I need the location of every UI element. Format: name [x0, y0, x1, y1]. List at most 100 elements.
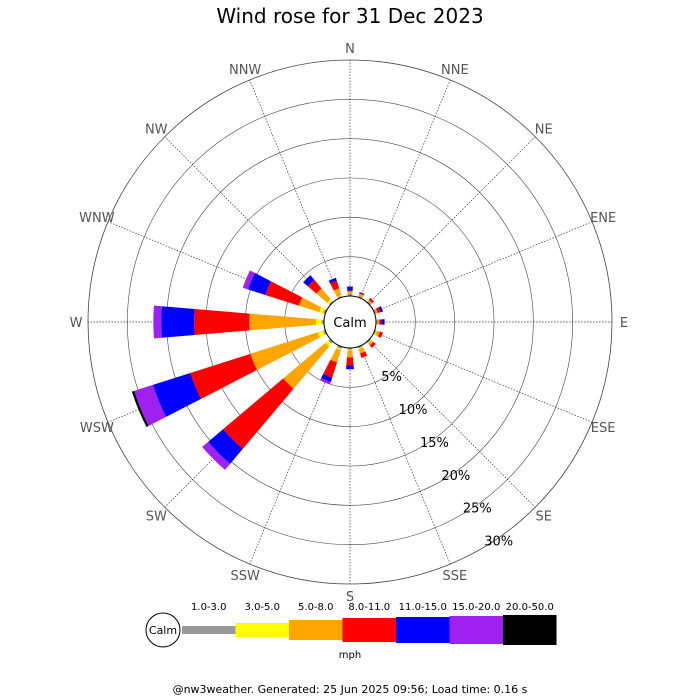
- bar-segment-nne-4: [359, 291, 365, 295]
- direction-label-s: S: [346, 590, 354, 605]
- bar-segment-wnw-5: [242, 270, 255, 290]
- ring-label-20: 20%: [441, 469, 470, 484]
- bar-segment-e-3: [379, 319, 382, 325]
- bar-segment-ssw-0: [336, 345, 343, 350]
- bar-segment-sse-3: [360, 351, 368, 359]
- bar-segment-ene-3: [375, 307, 381, 314]
- bar-sse: [357, 345, 368, 359]
- bar-wsw: [131, 329, 327, 428]
- ring-label-10: 10%: [399, 403, 428, 418]
- direction-label-sw: SW: [146, 510, 167, 525]
- bar-ene: [373, 306, 384, 315]
- bar-segment-ese-1: [374, 330, 378, 336]
- bar-segment-nnw-3: [330, 280, 340, 291]
- bar-segment-se-1: [367, 339, 372, 344]
- bar-segment-nw-2: [316, 288, 331, 303]
- bar-segment-ese-0: [373, 329, 377, 335]
- bar-segment-w-1: [316, 319, 322, 325]
- direction-label-nne: NNE: [441, 63, 469, 78]
- legend-label-6: 20.0-50.0: [506, 602, 554, 613]
- bar-n: [347, 286, 353, 297]
- bar-segment-se-2: [368, 340, 374, 346]
- bar-segment-sw-1: [325, 340, 332, 347]
- legend-label-0: 1.0-3.0: [191, 602, 226, 613]
- bar-nw: [303, 275, 334, 306]
- direction-label-se: SE: [536, 510, 552, 525]
- bar-segment-s-3: [346, 357, 354, 366]
- bar-segment-ssw-2: [330, 348, 341, 363]
- bar-segment-e-2: [377, 319, 380, 325]
- ring-label-30: 30%: [484, 535, 513, 550]
- bar-segment-se-0: [366, 338, 372, 344]
- bar-segment-w-3: [194, 308, 250, 336]
- bar-segment-wsw-3: [190, 353, 257, 399]
- bar-nnw: [328, 277, 343, 299]
- bar-s: [346, 347, 354, 370]
- bar-se: [366, 338, 376, 348]
- bar-wnw: [242, 270, 327, 315]
- bar-segment-nw-3: [307, 279, 322, 294]
- legend-swatch-3: [342, 618, 396, 642]
- bar-segment-sw-2: [283, 342, 330, 389]
- bar-segment-nw-4: [303, 275, 315, 287]
- bar-segment-s-4: [346, 365, 354, 370]
- legend-label-5: 15.0-20.0: [452, 602, 500, 613]
- bar-segment-s-2: [347, 350, 353, 358]
- bar-segment-e-4: [381, 319, 385, 325]
- bar-segment-nw-1: [327, 299, 333, 305]
- bar-segment-nnw-4: [328, 277, 337, 284]
- direction-label-nw: NW: [145, 122, 168, 137]
- bar-segment-wsw-0: [322, 329, 327, 336]
- bar-segment-ne-3: [368, 297, 375, 304]
- bar-segment-wsw-6: [131, 390, 149, 428]
- bar-ne: [366, 297, 375, 306]
- bar-segment-nnw-2: [333, 288, 342, 297]
- bar-segment-sw-5: [202, 441, 231, 470]
- bar-segment-nw-0: [328, 300, 334, 306]
- legend-calm-circle: [145, 612, 181, 648]
- chart-title: Wind rose for 31 Dec 2023: [216, 4, 484, 28]
- bar-segment-n-4: [347, 286, 353, 291]
- legend-unit: mph: [339, 650, 361, 661]
- bar-segment-nne-0: [357, 295, 363, 299]
- bar-segment-ssw-5: [320, 377, 331, 385]
- speed-legend: Calm 1.0-3.0 3.0-5.0 5.0-8.0 8.0-11.0 11.0-15…: [145, 602, 557, 661]
- direction-label-sse: SSE: [442, 569, 467, 584]
- bar-segment-ene-0: [373, 309, 377, 315]
- legend-swatch-2: [289, 620, 343, 640]
- bar-segment-ssw-1: [336, 347, 342, 351]
- bar-segment-ese-2: [375, 330, 381, 337]
- bar-segment-nne-3: [359, 292, 365, 296]
- direction-label-ssw: SSW: [230, 569, 260, 584]
- direction-label-n: N: [345, 42, 355, 57]
- legend-swatch-5: [449, 616, 503, 644]
- bar-segment-wnw-3: [265, 281, 303, 306]
- direction-label-nnw: NNW: [229, 63, 261, 78]
- bar-segment-ne-0: [366, 300, 372, 306]
- bar-segment-sw-4: [208, 429, 243, 464]
- legend-label-1: 3.0-5.0: [245, 602, 280, 613]
- bar-segment-ene-4: [378, 306, 384, 313]
- bar-ssw: [320, 345, 343, 385]
- calm-label: Calm: [333, 316, 366, 331]
- legend-swatch-1: [235, 623, 289, 637]
- legend-swatch-6: [503, 615, 557, 645]
- direction-label-e: E: [620, 316, 628, 331]
- direction-label-ene: ENE: [590, 211, 616, 226]
- bar-nne: [357, 291, 365, 299]
- bar-segment-wnw-0: [322, 308, 327, 315]
- legend-label-3: 8.0-11.0: [348, 602, 390, 613]
- direction-label-ese: ESE: [591, 421, 616, 436]
- direction-bars: [131, 270, 385, 470]
- bar-segment-n-0: [347, 293, 353, 297]
- legend-label-2: 5.0-8.0: [298, 602, 333, 613]
- direction-label-w: W: [70, 316, 83, 331]
- bar-segment-se-3: [369, 341, 376, 348]
- bar-segment-sse-1: [358, 346, 364, 350]
- bar-segment-wsw-2: [250, 332, 320, 371]
- bar-segment-sse-0: [357, 345, 363, 349]
- ring-label-15: 15%: [420, 436, 449, 451]
- labels: N NNE NE ENE E ESE SE SSE S SSW SW WSW W WNW NW NNW 5% 10…: [70, 42, 629, 605]
